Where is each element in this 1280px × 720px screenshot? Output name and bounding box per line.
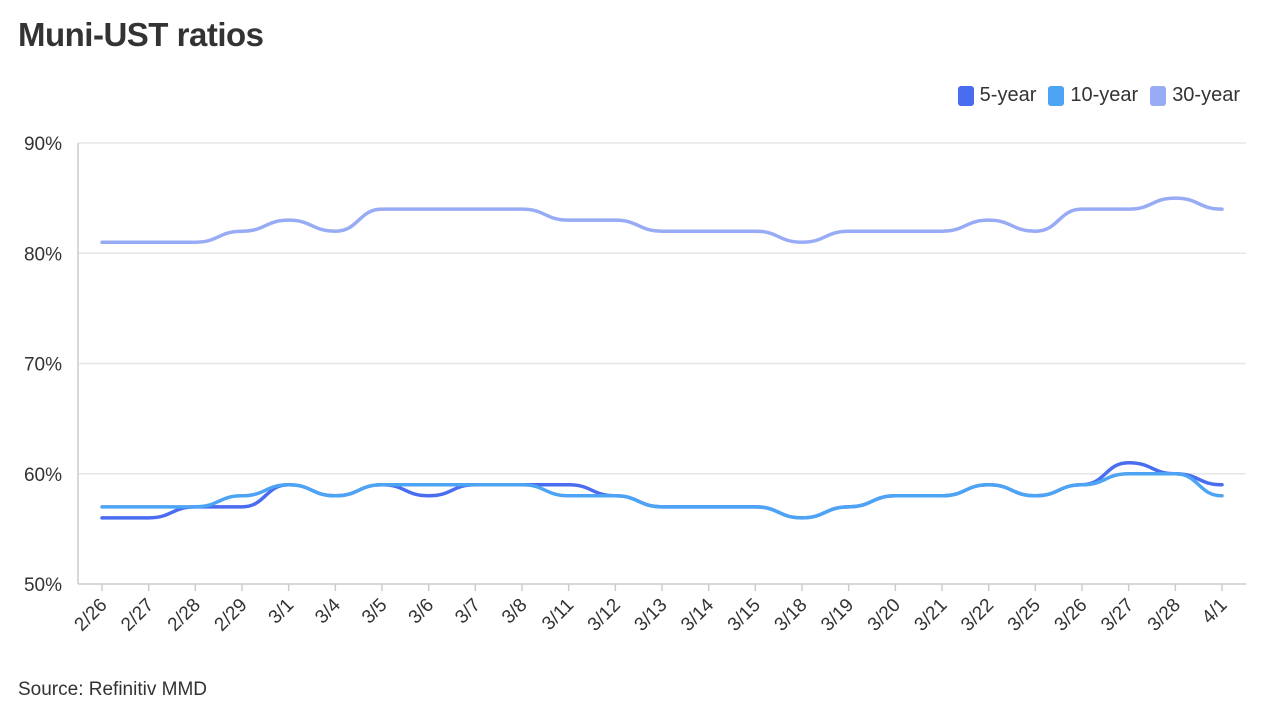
x-tick-label-3-4: 3/4 [311,594,345,628]
x-tick-label-3-11: 3/11 [538,595,578,635]
series-line-10-year [100,471,1224,520]
y-tick-label-50: 50% [24,575,62,596]
x-tick-label-3-25: 3/25 [1004,595,1045,636]
y-tick-label-90: 90% [24,134,62,155]
x-tick-label-2-28: 2/28 [164,595,205,636]
x-tick-label-3-26: 3/26 [1051,595,1092,636]
x-tick-label-3-7: 3/7 [451,595,485,629]
x-tick-label-3-12: 3/12 [584,595,625,636]
legend-label-5-year: 5-year [979,84,1037,106]
series-line-30-year [100,196,1224,244]
y-tick-label-80: 80% [24,244,62,265]
legend-swatch-10-year [1048,85,1065,106]
x-tick-label-3-19: 3/19 [817,595,858,636]
legend-item-10-year: 10-year [1048,84,1138,107]
chart-title: Muni-UST ratios [18,16,264,53]
legend-label-30-year: 30-year [1172,84,1240,106]
y-tick-label-70: 70% [24,355,62,376]
x-tick-label-3-1: 3/1 [265,595,299,629]
x-tick-label-3-15: 3/15 [724,595,765,636]
x-tick-label-3-6: 3/6 [405,595,439,629]
x-tick-label-3-8: 3/8 [498,595,532,629]
legend-item-30-year: 30-year [1150,84,1240,107]
x-tick-label-4-1: 4/1 [1198,595,1232,629]
x-tick-label-3-21: 3/21 [911,595,952,636]
series-line-5-year [100,460,1224,520]
legend-item-5-year: 5-year [957,84,1037,107]
x-tick-label-3-27: 3/27 [1097,595,1138,636]
legend: 5-year 10-year 30-year [957,84,1240,107]
legend-swatch-30-year [1150,85,1167,106]
x-tick-label-3-13: 3/13 [631,595,672,636]
x-tick-label-3-20: 3/20 [864,595,905,636]
y-tick-label-60: 60% [24,465,62,486]
x-tick-label-3-5: 3/5 [358,595,392,629]
x-tick-label-2-27: 2/27 [117,595,158,636]
x-tick-label-3-18: 3/18 [771,595,812,636]
source-note: Source: Refinitiv MMD [18,679,207,700]
x-tick-label-3-14: 3/14 [677,594,718,635]
legend-swatch-5-year [957,85,974,106]
legend-label-10-year: 10-year [1070,84,1139,106]
x-tick-label-2-26: 2/26 [71,595,112,636]
x-tick-label-3-22: 3/22 [957,595,998,636]
x-tick-label-2-29: 2/29 [211,595,252,636]
x-tick-label-3-28: 3/28 [1144,595,1185,636]
